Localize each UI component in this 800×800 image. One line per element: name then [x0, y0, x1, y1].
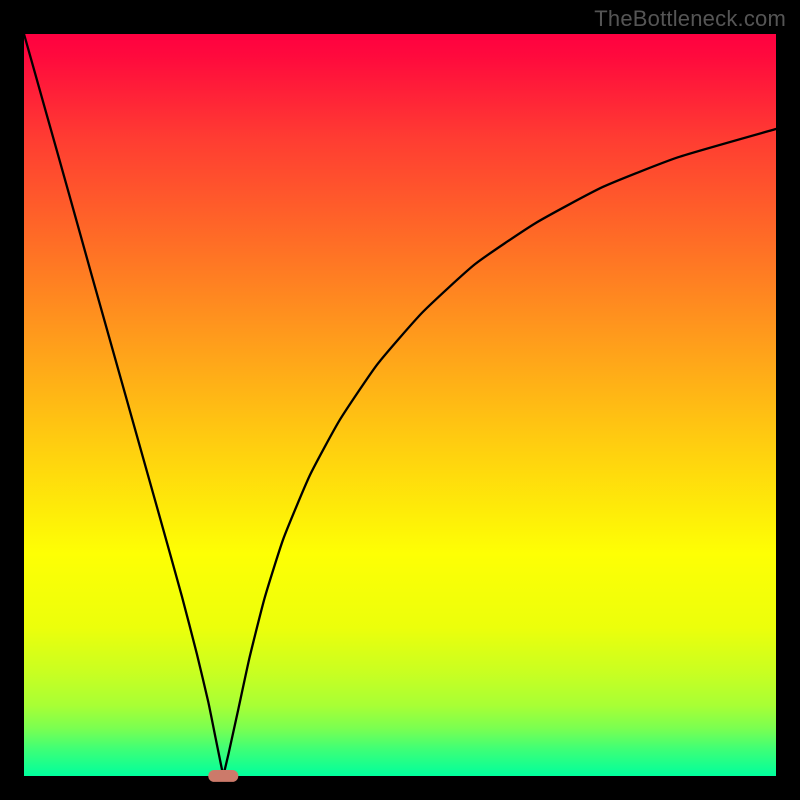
- chart-background: [24, 34, 776, 776]
- chart-stage: TheBottleneck.com: [0, 0, 800, 800]
- bottleneck-curve-chart: [0, 0, 800, 800]
- minimum-marker: [208, 770, 238, 782]
